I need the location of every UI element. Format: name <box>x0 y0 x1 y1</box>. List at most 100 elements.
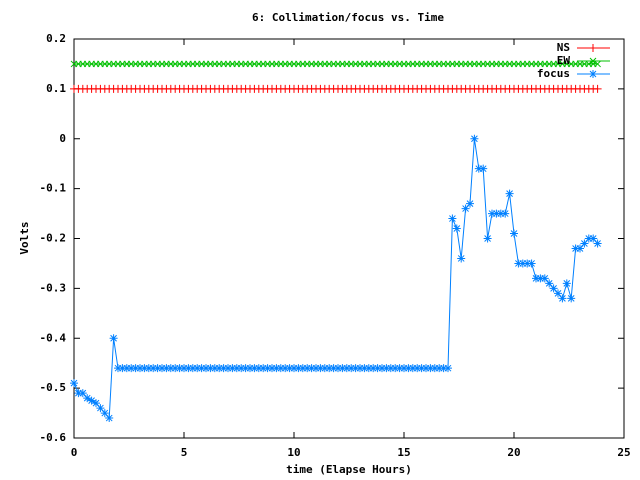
data-point <box>320 364 329 373</box>
data-point <box>594 60 601 68</box>
data-point <box>444 364 452 373</box>
data-point <box>483 234 492 243</box>
legend-label: EW <box>557 54 571 67</box>
data-point <box>219 364 228 373</box>
data-point <box>215 364 224 373</box>
data-point <box>417 364 426 373</box>
data-point <box>540 274 549 283</box>
data-point <box>527 259 536 268</box>
data-point <box>206 364 215 373</box>
data-point <box>567 294 576 303</box>
data-point <box>496 209 505 218</box>
data-point <box>228 364 237 373</box>
x-tick-label: 20 <box>507 446 520 459</box>
data-point <box>250 364 259 373</box>
data-point <box>109 334 118 343</box>
data-point <box>549 284 558 293</box>
data-point <box>510 229 518 238</box>
x-tick-label: 15 <box>397 446 410 459</box>
data-point <box>87 396 96 405</box>
data-point <box>338 364 347 373</box>
data-point <box>347 364 356 373</box>
data-point <box>439 364 448 373</box>
legend-item <box>577 57 610 65</box>
data-point <box>136 364 144 373</box>
data-point <box>470 134 479 143</box>
data-point <box>224 364 232 373</box>
x-tick-label: 10 <box>287 446 300 459</box>
data-point <box>364 364 373 373</box>
data-point <box>466 199 474 208</box>
data-point <box>105 414 114 423</box>
data-point <box>356 364 364 373</box>
data-point <box>122 364 131 373</box>
data-point <box>452 224 461 233</box>
data-point <box>501 209 510 218</box>
data-point <box>593 239 602 248</box>
data-point <box>474 164 483 173</box>
data-point <box>180 364 188 373</box>
data-point <box>241 364 250 373</box>
data-point <box>202 364 210 373</box>
data-point <box>171 364 180 373</box>
data-point <box>448 214 457 223</box>
data-point <box>307 364 316 373</box>
data-point <box>558 294 567 303</box>
data-point <box>158 364 166 373</box>
data-point <box>153 364 162 373</box>
legend-item <box>577 44 610 52</box>
data-point <box>580 239 589 248</box>
x-tick-label: 25 <box>617 446 630 459</box>
data-point <box>369 364 378 373</box>
data-point <box>78 389 87 398</box>
x-tick-label: 0 <box>71 446 78 459</box>
data-point <box>391 364 400 373</box>
data-point <box>114 364 122 373</box>
data-point <box>83 394 92 403</box>
data-point <box>144 364 153 373</box>
data-point <box>184 364 193 373</box>
data-point <box>285 364 294 373</box>
legend-marker <box>589 70 597 78</box>
data-point <box>263 364 272 373</box>
data-point <box>426 364 435 373</box>
data-point <box>523 259 532 268</box>
legend-label: focus <box>537 67 570 80</box>
data-point <box>303 364 312 373</box>
data-point <box>70 379 78 388</box>
data-point <box>325 364 334 373</box>
data-point <box>193 364 202 373</box>
data-point <box>149 364 158 373</box>
data-point <box>514 259 523 268</box>
data-point <box>360 364 369 373</box>
data-point <box>237 364 246 373</box>
data-point <box>430 364 439 373</box>
data-point <box>92 399 100 408</box>
data-point <box>554 289 562 298</box>
data-point <box>298 364 307 373</box>
data-point <box>254 364 263 373</box>
data-point <box>290 364 298 373</box>
data-point <box>545 279 554 288</box>
data-point <box>457 254 466 263</box>
data-point <box>127 364 136 373</box>
data-point <box>536 274 545 283</box>
data-point <box>373 364 382 373</box>
data-point <box>259 364 268 373</box>
data-point <box>232 364 241 373</box>
data-point <box>589 234 598 243</box>
legend-marker <box>589 57 597 65</box>
y-tick-label: 0.1 <box>46 82 66 95</box>
x-tick-label: 5 <box>181 446 188 459</box>
data-point <box>210 364 219 373</box>
data-point <box>140 364 149 373</box>
data-point <box>351 364 360 373</box>
data-point <box>74 389 83 398</box>
y-tick-label: 0 <box>59 132 66 145</box>
data-point <box>382 364 391 373</box>
y-tick-label: -0.5 <box>40 381 67 394</box>
data-point <box>329 364 338 373</box>
data-point <box>386 364 395 373</box>
data-point <box>404 364 413 373</box>
